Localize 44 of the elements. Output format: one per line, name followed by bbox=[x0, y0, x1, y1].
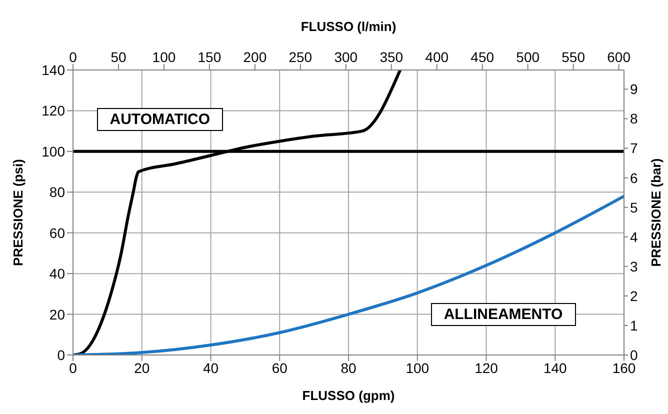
y-tick-label: 40 bbox=[49, 266, 66, 282]
y2-tick-label: 2 bbox=[630, 288, 638, 304]
x-tick-label: 120 bbox=[474, 360, 498, 376]
y-tick-label: 120 bbox=[42, 102, 66, 119]
y-tick-label: 100 bbox=[42, 143, 66, 160]
y2-tick-label: 7 bbox=[630, 140, 638, 156]
x2-tick-label: 300 bbox=[334, 49, 358, 65]
x2-tick-label: 0 bbox=[69, 49, 78, 65]
y-tick-label: 60 bbox=[49, 224, 66, 241]
x2-axis-title: FLUSSO (l/min) bbox=[300, 19, 396, 34]
y-tick-label: 0 bbox=[57, 346, 66, 363]
y2-tick-label: 3 bbox=[630, 258, 638, 274]
x-tick-label: 100 bbox=[406, 360, 430, 376]
y2-axis-title: PRESSIONE (bar) bbox=[648, 158, 664, 267]
y-tick-label: 140 bbox=[42, 62, 66, 78]
x-tick-label: 40 bbox=[202, 360, 219, 376]
x2-tick-label: 550 bbox=[562, 49, 586, 65]
x2-tick-label: 100 bbox=[152, 49, 176, 65]
y-axis-title: PRESSIONE (psi) bbox=[10, 159, 26, 266]
y-tick-label: 80 bbox=[49, 184, 66, 200]
series-label: ALLINEAMENTO bbox=[430, 303, 576, 326]
x-tick-label: 60 bbox=[272, 360, 288, 376]
y2-tick-label: 1 bbox=[630, 317, 638, 334]
x2-tick-label: 450 bbox=[470, 49, 494, 65]
y2-tick-label: 4 bbox=[630, 228, 638, 245]
series-label: AUTOMATICO bbox=[96, 108, 224, 131]
x-axis-title: FLUSSO (gpm) bbox=[302, 388, 395, 403]
x2-tick-label: 500 bbox=[516, 49, 540, 65]
x2-tick-label: 350 bbox=[380, 49, 404, 65]
x-tick-label: 80 bbox=[340, 360, 356, 376]
y2-tick-label: 5 bbox=[630, 199, 638, 216]
y2-tick-label: 8 bbox=[630, 110, 638, 127]
x2-tick-label: 200 bbox=[243, 49, 267, 65]
x2-tick-label: 400 bbox=[425, 49, 449, 65]
x2-tick-label: 150 bbox=[198, 49, 222, 65]
x-tick-label: 0 bbox=[69, 360, 78, 376]
y2-tick-label: 9 bbox=[630, 81, 638, 98]
x2-tick-label: 600 bbox=[607, 49, 631, 65]
y-tick-label: 20 bbox=[49, 306, 66, 322]
x-tick-label: 20 bbox=[134, 360, 150, 376]
x2-tick-label: 250 bbox=[288, 49, 312, 65]
x2-tick-label: 50 bbox=[110, 49, 126, 65]
y2-tick-label: 6 bbox=[630, 170, 638, 186]
x-tick-label: 140 bbox=[543, 360, 568, 376]
